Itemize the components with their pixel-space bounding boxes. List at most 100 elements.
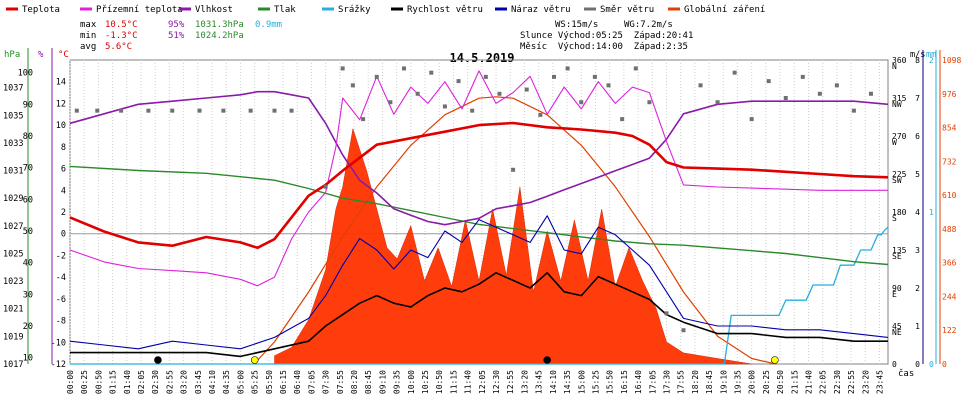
plot-area	[69, 66, 889, 365]
wind-direction-point	[388, 100, 393, 105]
x-tick-label: 15:00	[577, 370, 586, 394]
wind-direction-point	[851, 108, 856, 113]
x-tick-label: 13:20	[520, 370, 529, 394]
x-tick-label: 02:30	[151, 370, 160, 394]
pressure-tick-label: 1033	[3, 139, 23, 149]
wind-direction-point	[456, 79, 461, 84]
rain-unit: mm	[926, 50, 936, 60]
wind-direction-point	[170, 108, 175, 113]
x-tick-label: 11:40	[464, 370, 473, 394]
pressure-unit: hPa	[4, 50, 20, 60]
legend-label: Vlhkost	[195, 5, 233, 15]
wind-direction-point	[402, 66, 407, 71]
x-tick-label: 22:05	[819, 370, 828, 394]
direction-tick-label: 0	[892, 360, 897, 369]
wind-unit: m/s	[910, 50, 925, 60]
temperature-tick-label: 10	[56, 121, 66, 131]
x-tick-label: 18:45	[705, 370, 714, 394]
x-tick-label: 03:20	[180, 370, 189, 394]
x-tick-label: 20:00	[748, 370, 757, 394]
x-tick-label: 16:40	[634, 370, 643, 394]
sun-text: Slunce Východ:05:25 Západ:20:41	[520, 31, 693, 41]
x-tick-label: 08:20	[350, 370, 359, 394]
x-tick-label: 07:55	[336, 370, 345, 394]
x-tick-label: 12:05	[478, 370, 487, 394]
wind-direction-point	[340, 66, 345, 71]
radiation-tick-label: 1098	[942, 56, 961, 65]
wind-direction-point	[289, 108, 294, 113]
wind-direction-point	[248, 108, 253, 113]
stat-max-label: max	[80, 20, 97, 30]
series-wind-gust	[69, 215, 889, 350]
radiation-tick-label: 732	[942, 157, 957, 166]
series-pressure	[69, 165, 889, 266]
wind-tick-label: 1	[915, 322, 920, 331]
temperature-tick-label: -6	[56, 295, 66, 305]
x-tick-label: 19:10	[719, 370, 728, 394]
x-tick-label: 17:55	[677, 370, 686, 394]
wind-tick-label: 8	[915, 56, 920, 65]
temperature-tick-label: 6	[61, 165, 66, 175]
pressure-tick-label: 1031	[3, 167, 23, 177]
direction-tick-label: 135	[892, 246, 907, 255]
x-tick-label: 10:50	[435, 370, 444, 394]
legend-label: Globální záření	[684, 5, 765, 15]
wind-direction-point	[538, 112, 543, 117]
wind-direction-point	[429, 70, 434, 75]
wind-direction-point	[442, 104, 447, 109]
stat-min-hum: 51%	[168, 31, 185, 41]
series-rain	[70, 226, 889, 365]
x-tick-label: 06:15	[279, 370, 288, 394]
humidity-tick-label: 100	[18, 69, 33, 79]
stat-avg-label: avg	[80, 42, 96, 52]
x-tick-label: 02:55	[165, 370, 174, 394]
stat-max-rain: 0.9mm	[255, 20, 282, 30]
x-tick-label: 13:45	[535, 370, 544, 394]
x-tick-label: 15:50	[606, 370, 615, 394]
sunset-marker	[771, 356, 779, 364]
legend: Teplota Přízemní teplota Vlhkost Tlak Srážky…	[6, 5, 765, 15]
temperature-tick-label: 12	[56, 99, 66, 109]
x-tick-label: 14:35	[563, 370, 572, 394]
wind-direction-point	[698, 83, 703, 88]
wind-direction-point	[197, 108, 202, 113]
temperature-tick-label: -2	[56, 251, 66, 261]
wind-direction-point	[715, 100, 720, 105]
wind-direction-point	[664, 311, 669, 316]
x-tick-label: 05:25	[251, 370, 260, 394]
x-tick-label: 08:45	[364, 370, 373, 394]
wind-direction-point	[146, 108, 151, 113]
x-tick-label: 23:20	[861, 370, 870, 394]
pressure-tick-label: 1029	[3, 194, 23, 204]
temperature-tick-label: -12	[51, 360, 66, 370]
temperature-tick-label: -4	[56, 273, 66, 283]
x-tick-label: 22:55	[847, 370, 856, 394]
wind-direction-point	[374, 74, 379, 79]
wind-direction-point	[483, 74, 488, 79]
wind-tick-label: 5	[915, 170, 920, 179]
direction-tick-label: 270	[892, 132, 907, 141]
wind-direction-point	[783, 96, 788, 100]
wind-direction-point	[524, 87, 529, 92]
x-tick-label: 01:15	[109, 370, 118, 394]
wind-direction-point	[95, 108, 100, 113]
moonset-marker	[154, 356, 162, 364]
direction-tick-label: SW	[892, 176, 902, 185]
x-tick-label: 20:25	[762, 370, 771, 394]
wind-direction-point	[633, 66, 638, 71]
stats-block: max 10.5°C 95% 1031.3hPa 0.9mm min -1.3°…	[80, 20, 282, 52]
x-tick-label: 11:15	[449, 370, 458, 394]
temperature-tick-label: 0	[61, 230, 66, 240]
x-tick-label: 19:35	[733, 370, 742, 394]
radiation-tick-label: 122	[942, 326, 957, 335]
x-tick-label: 03:45	[194, 370, 203, 394]
wind-direction-point	[511, 167, 516, 172]
stat-max-temp: 10.5°C	[105, 20, 138, 30]
wind-direction-point	[272, 108, 277, 113]
humidity-unit: %	[38, 50, 44, 60]
series-wind-speed	[70, 272, 888, 358]
radiation-measured-area	[274, 128, 752, 365]
wind-direction-point	[868, 91, 873, 96]
temperature-tick-label: -8	[56, 317, 66, 327]
